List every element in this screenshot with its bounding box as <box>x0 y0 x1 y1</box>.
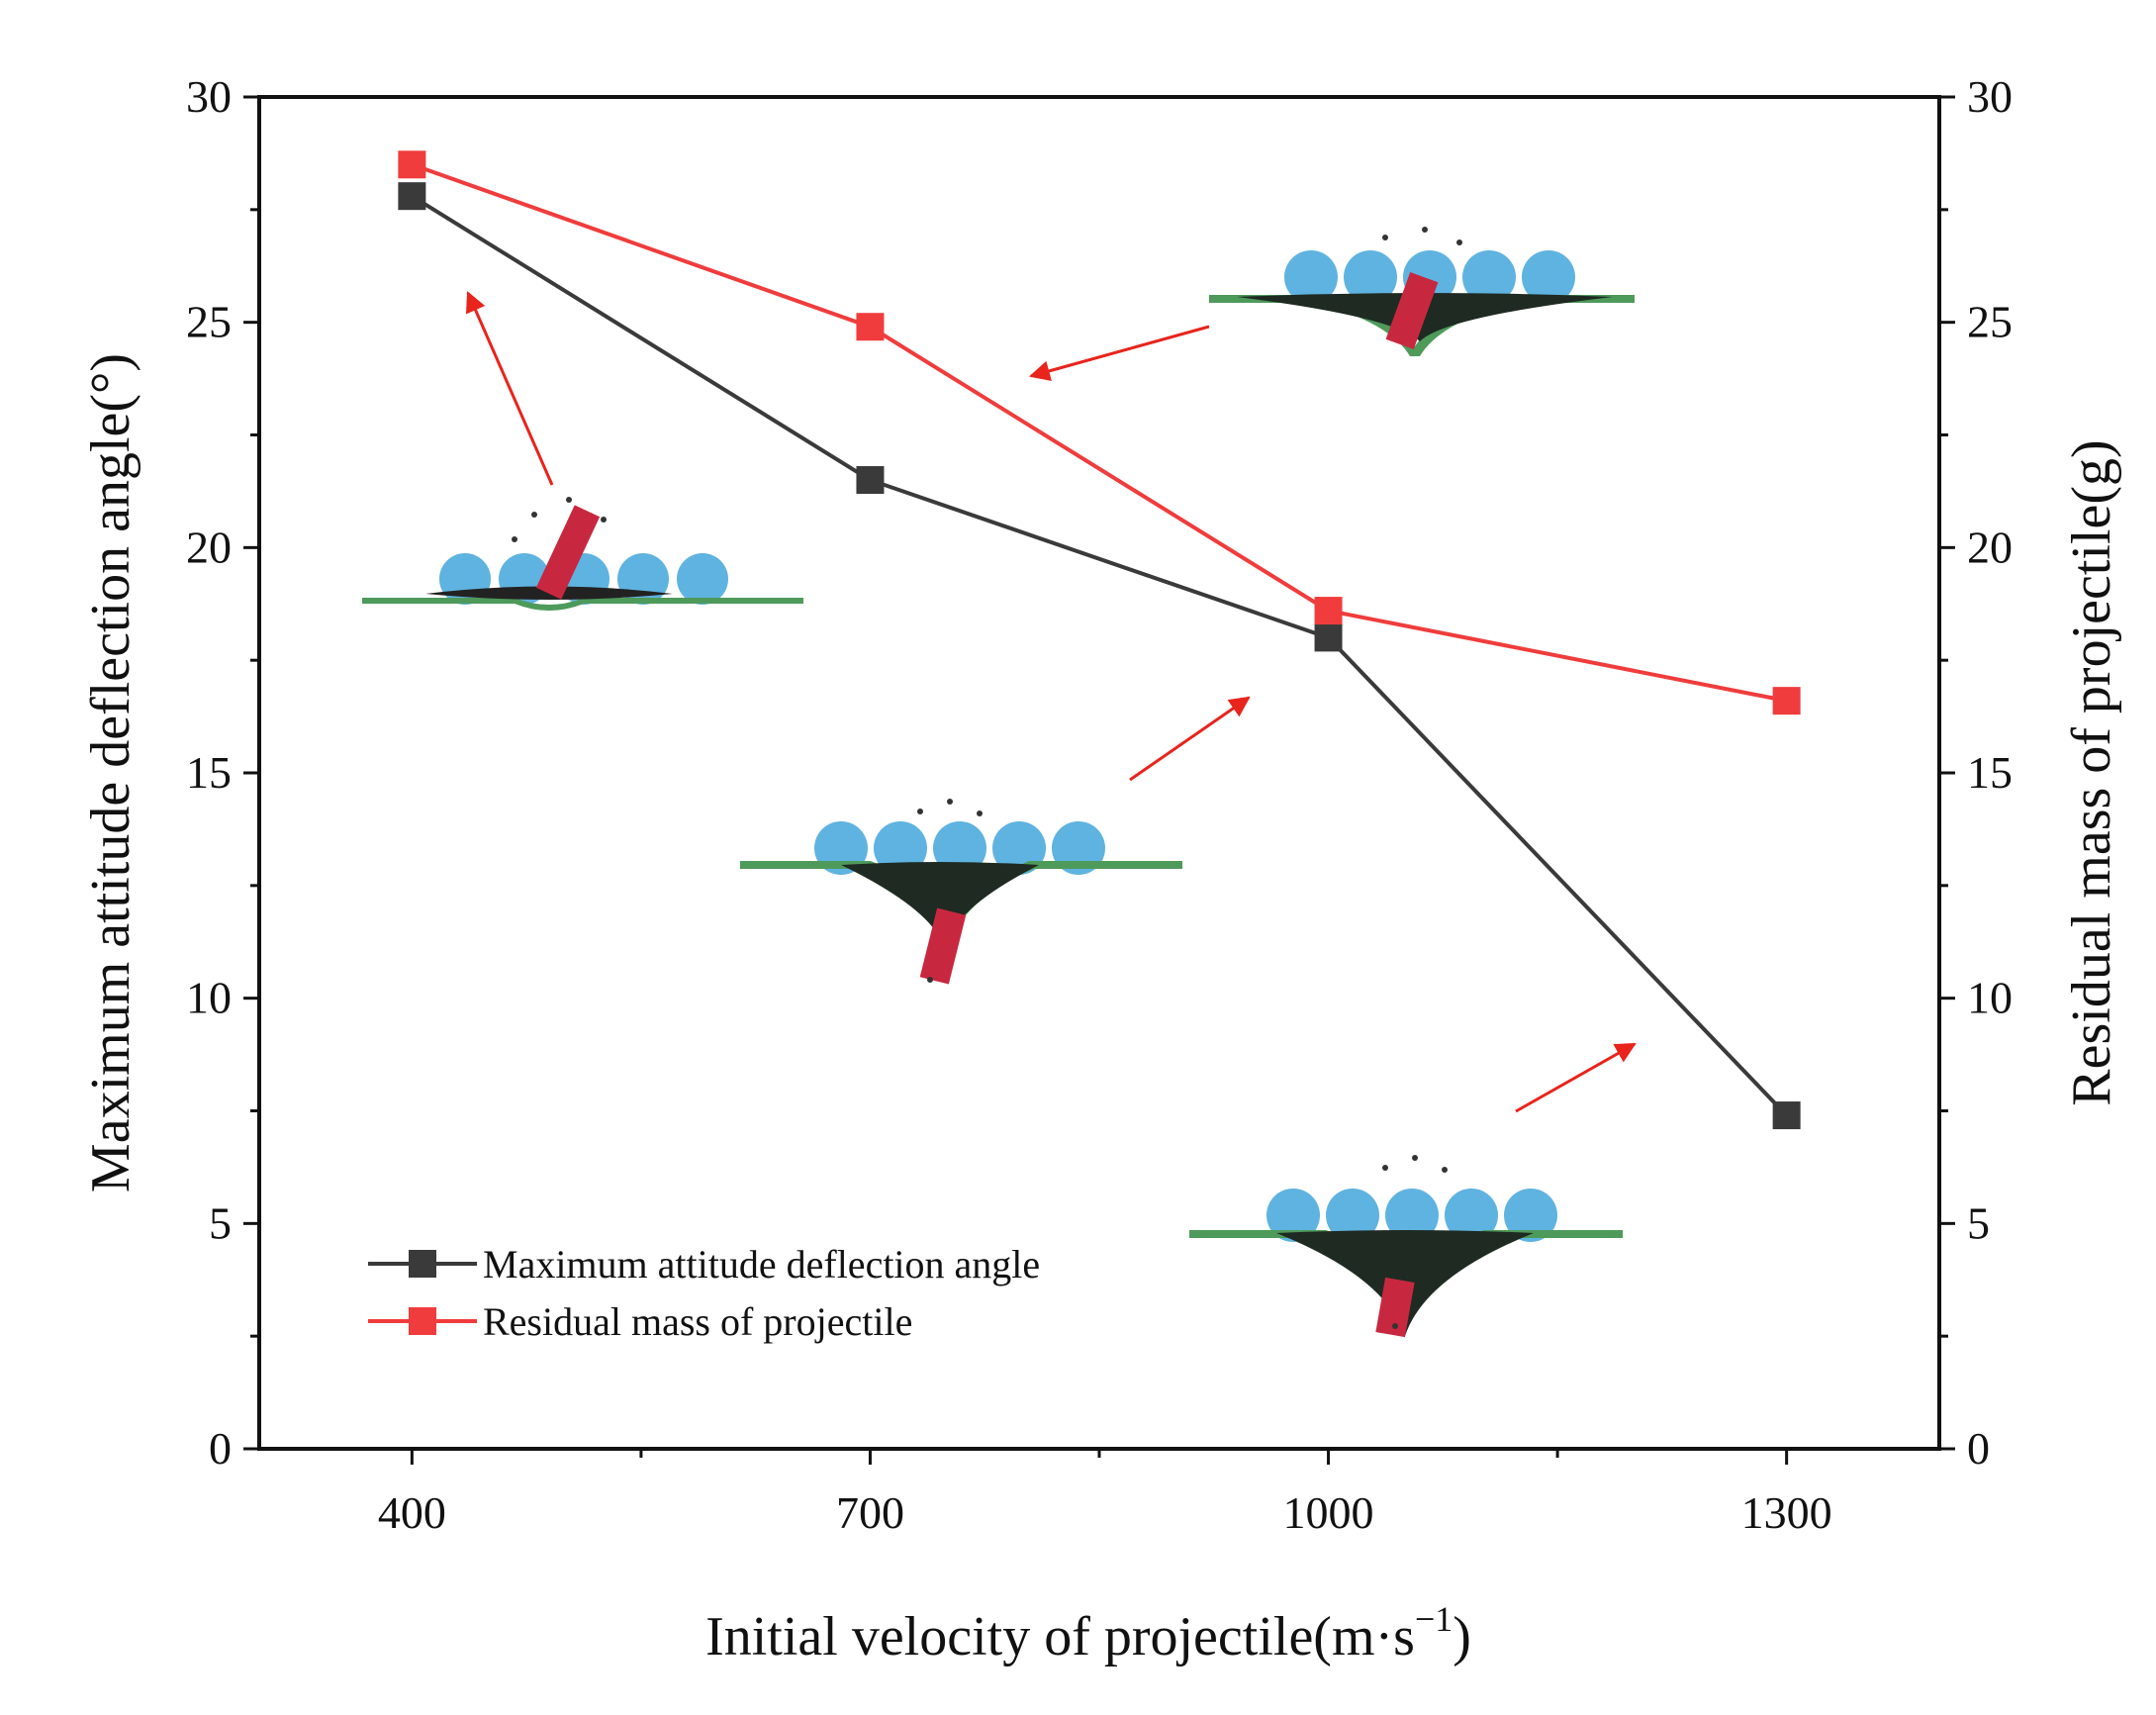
x-axis-title: Initial velocity of projectile(m·s−1) <box>705 1599 1471 1667</box>
inset-400 <box>362 497 803 611</box>
y-tick-label-left: 0 <box>209 1423 232 1474</box>
y-tick-label-right: 10 <box>1967 973 2013 1023</box>
data-point-0-0 <box>398 182 426 211</box>
data-point-0-2 <box>1314 623 1343 652</box>
arrow-1000 <box>1129 696 1251 782</box>
inset-1000 <box>1209 227 1635 356</box>
x-tick-label: 1000 <box>1283 1487 1374 1538</box>
data-point-1-1 <box>856 313 885 341</box>
series-line-1 <box>411 162 1788 704</box>
y-tick-label-left: 30 <box>186 71 232 122</box>
x-axis-title-superscript: −1 <box>1415 1599 1453 1639</box>
axis-ticks <box>243 95 1955 1465</box>
series-line-0 <box>411 194 1789 1117</box>
data-point-1-2 <box>1314 597 1343 625</box>
y-tick-label-right: 30 <box>1967 71 2013 122</box>
series-layer <box>398 150 1801 1130</box>
arrow-1300 <box>1515 1042 1637 1113</box>
arrow-400 <box>465 291 554 486</box>
y-tick-label-right: 5 <box>1967 1197 1990 1248</box>
x-axis-title-main: Initial velocity of projectile(m·s <box>705 1606 1415 1667</box>
inset-1300 <box>1189 1155 1623 1338</box>
legend-label-1: Residual mass of projectile <box>483 1299 912 1344</box>
y-tick-label-left: 5 <box>209 1197 232 1248</box>
y-axis-left-title: Maximum attitude deflection angle(°) <box>80 353 141 1192</box>
y-tick-label-right: 20 <box>1967 522 2013 572</box>
legend: Maximum attitude deflection angle Residu… <box>368 1242 1040 1344</box>
data-point-1-3 <box>1772 687 1801 715</box>
y-tick-label-right: 0 <box>1967 1423 1990 1474</box>
y-tick-label-left: 15 <box>186 747 232 798</box>
y-tick-label-left: 25 <box>186 297 232 347</box>
legend-swatch-marker-1 <box>409 1307 436 1335</box>
x-tick-label: 1300 <box>1741 1487 1832 1538</box>
y-axis-right-title: Residual mass of projectile(g) <box>2061 439 2122 1105</box>
y-tick-label-left: 10 <box>186 973 232 1023</box>
data-point-0-3 <box>1772 1101 1801 1130</box>
legend-swatch-marker-0 <box>409 1250 436 1278</box>
axis-tick-labels: 0 0 5 5 10 10 15 15 20 20 25 25 30 30 400 700 1000 1300 <box>186 71 2013 1538</box>
annotation-arrows <box>465 291 1637 1113</box>
x-tick-label: 400 <box>378 1487 446 1538</box>
data-point-0-1 <box>856 466 885 495</box>
y-tick-label-left: 20 <box>186 522 232 572</box>
y-tick-label-right: 25 <box>1967 297 2013 347</box>
y-tick-label-right: 15 <box>1967 747 2013 798</box>
x-axis-title-suffix: ) <box>1453 1606 1471 1667</box>
x-tick-label: 700 <box>836 1487 904 1538</box>
arrow-700 <box>1028 325 1210 382</box>
data-point-1-0 <box>398 150 426 179</box>
inset-700 <box>740 799 1182 985</box>
legend-label-0: Maximum attitude deflection angle <box>483 1242 1040 1286</box>
